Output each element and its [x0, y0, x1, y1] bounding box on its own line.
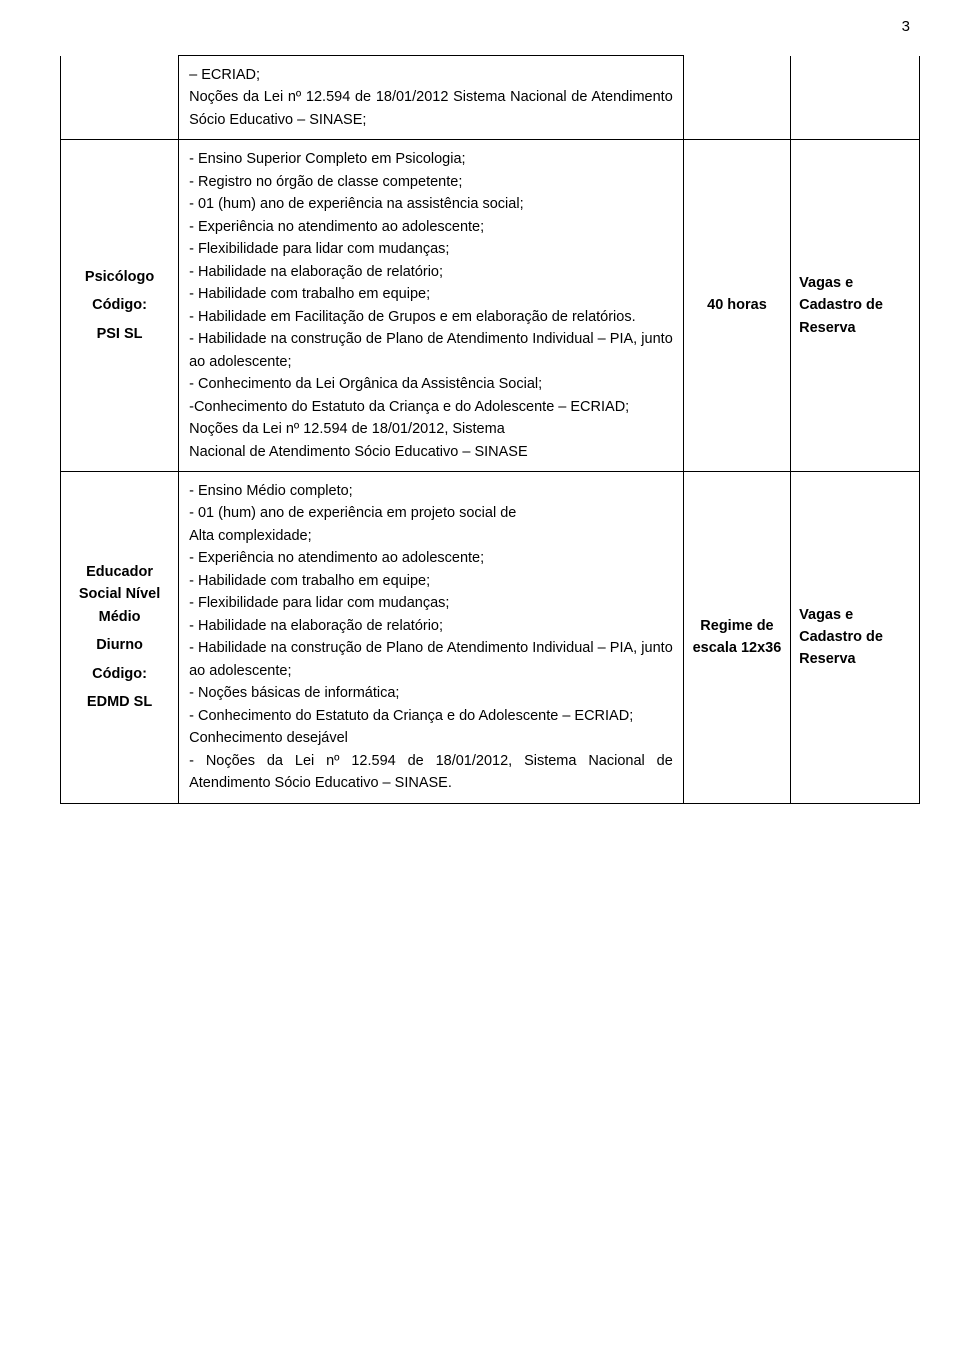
desc-cell: - Ensino Superior Completo em Psicologia…	[179, 140, 684, 472]
page-number: 3	[0, 0, 960, 55]
vac-cell: Vagas e Cadastro de Reserva	[791, 471, 920, 803]
desc-cell: - Ensino Médio completo; - 01 (hum) ano …	[179, 471, 684, 803]
role-cell: Educador Social Nível Médio Diurno Códig…	[61, 471, 179, 803]
hours-cell-empty	[683, 56, 790, 140]
hours-cell: Regime de escala 12x36	[683, 471, 790, 803]
role-title: Psicólogo	[67, 266, 172, 288]
role-title: Educador Social Nível Médio	[67, 561, 172, 628]
table-row: – ECRIAD; Noções da Lei nº 12.594 de 18/…	[61, 56, 920, 140]
hours-cell: 40 horas	[683, 140, 790, 472]
table-row: Educador Social Nível Médio Diurno Códig…	[61, 471, 920, 803]
vac-cell-empty	[791, 56, 920, 140]
role-cell: Psicólogo Código: PSI SL	[61, 140, 179, 472]
roles-table: – ECRIAD; Noções da Lei nº 12.594 de 18/…	[60, 55, 920, 804]
role-cell-empty	[61, 56, 179, 140]
role-code: EDMD SL	[67, 691, 172, 713]
desc-cell: – ECRIAD; Noções da Lei nº 12.594 de 18/…	[179, 56, 684, 140]
role-code-label: Código:	[67, 294, 172, 316]
table-row: Psicólogo Código: PSI SL - Ensino Superi…	[61, 140, 920, 472]
vac-cell: Vagas e Cadastro de Reserva	[791, 140, 920, 472]
role-code-label: Código:	[67, 663, 172, 685]
role-shift: Diurno	[67, 634, 172, 656]
page-body: – ECRIAD; Noções da Lei nº 12.594 de 18/…	[0, 55, 960, 844]
role-code: PSI SL	[67, 323, 172, 345]
